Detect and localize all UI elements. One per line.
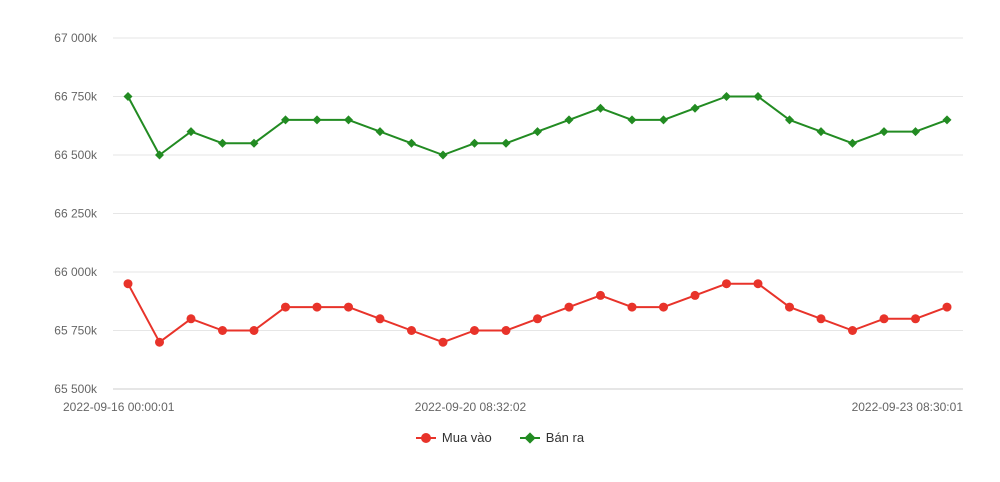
data-point (375, 127, 385, 137)
data-point (690, 103, 700, 113)
data-point (186, 314, 196, 324)
x-axis-tick-labels: 2022-09-16 00:00:01 2022-09-20 08:32:02 20… (63, 400, 963, 414)
data-point (785, 302, 794, 312)
data-point (879, 314, 889, 324)
data-point (281, 302, 290, 312)
legend-label-mua-vao: Mua vào (441, 430, 492, 445)
data-point (596, 103, 605, 113)
legend-label-ban-ra: Bán ra (545, 430, 585, 445)
y-tick-label: 66 500k (54, 148, 98, 162)
x-tick-label: 2022-09-20 08:32:02 (415, 400, 527, 414)
data-point (155, 150, 164, 160)
series-line-ban-ra (127, 95, 948, 156)
data-point (344, 302, 353, 312)
data-point (816, 127, 826, 137)
data-point (186, 127, 196, 137)
data-point (564, 302, 574, 312)
y-tick-label: 66 000k (54, 265, 98, 279)
data-point (753, 92, 763, 101)
data-point (375, 314, 385, 324)
data-point (627, 302, 637, 312)
data-point (501, 326, 511, 335)
data-point (848, 326, 857, 335)
data-point (753, 279, 763, 289)
y-tick-label: 66 750k (54, 90, 98, 104)
data-point (438, 337, 448, 347)
line-chart: 65 500k 65 750k 66 000k 66 250k 66 500k 66 75… (54, 31, 963, 414)
data-point (533, 314, 542, 324)
data-point (218, 326, 227, 335)
series-lines (123, 92, 952, 347)
legend-marker-ban-ra (519, 431, 540, 444)
y-axis-tick-labels: 65 500k 65 750k 66 000k 66 250k 66 500k 66 75… (54, 31, 98, 396)
legend-item-ban-ra[interactable]: Bán ra (519, 430, 585, 445)
data-point (879, 127, 889, 137)
data-point (312, 302, 322, 312)
data-point (218, 138, 227, 148)
legend: Mua vào Bán ra (0, 430, 1000, 445)
data-point (942, 115, 952, 125)
data-point (249, 138, 259, 148)
legend-item-mua-vao[interactable]: Mua vào (415, 430, 492, 445)
data-point (659, 302, 668, 312)
data-point (627, 115, 637, 125)
data-point (564, 115, 574, 125)
data-point (281, 115, 290, 125)
data-point (848, 138, 857, 148)
data-point (659, 115, 668, 125)
y-tick-label: 66 250k (54, 207, 98, 221)
data-point (438, 150, 448, 160)
y-tick-label: 65 500k (54, 382, 98, 396)
x-tick-label: 2022-09-16 00:00:01 (63, 400, 175, 414)
data-point (785, 115, 794, 125)
data-point (123, 92, 133, 101)
data-point (690, 290, 700, 300)
data-point (596, 290, 605, 300)
legend-marker-mua-vao (415, 432, 436, 444)
data-point (722, 279, 731, 289)
data-point (407, 326, 416, 335)
data-point (501, 138, 511, 148)
data-point (407, 138, 416, 148)
data-point (816, 314, 826, 324)
data-point (155, 337, 164, 347)
data-point (942, 302, 952, 312)
data-point (533, 127, 542, 137)
data-point (249, 326, 259, 335)
x-tick-label: 2022-09-23 08:30:01 (852, 400, 964, 414)
data-point (470, 138, 479, 148)
data-point (312, 115, 322, 125)
data-point (911, 127, 920, 137)
data-point (470, 326, 479, 335)
data-point (722, 92, 731, 101)
grid-lines (113, 37, 963, 390)
data-point (911, 314, 920, 324)
data-point (344, 115, 353, 125)
y-tick-label: 67 000k (54, 31, 98, 45)
data-point (123, 279, 133, 289)
y-tick-label: 65 750k (54, 324, 98, 338)
